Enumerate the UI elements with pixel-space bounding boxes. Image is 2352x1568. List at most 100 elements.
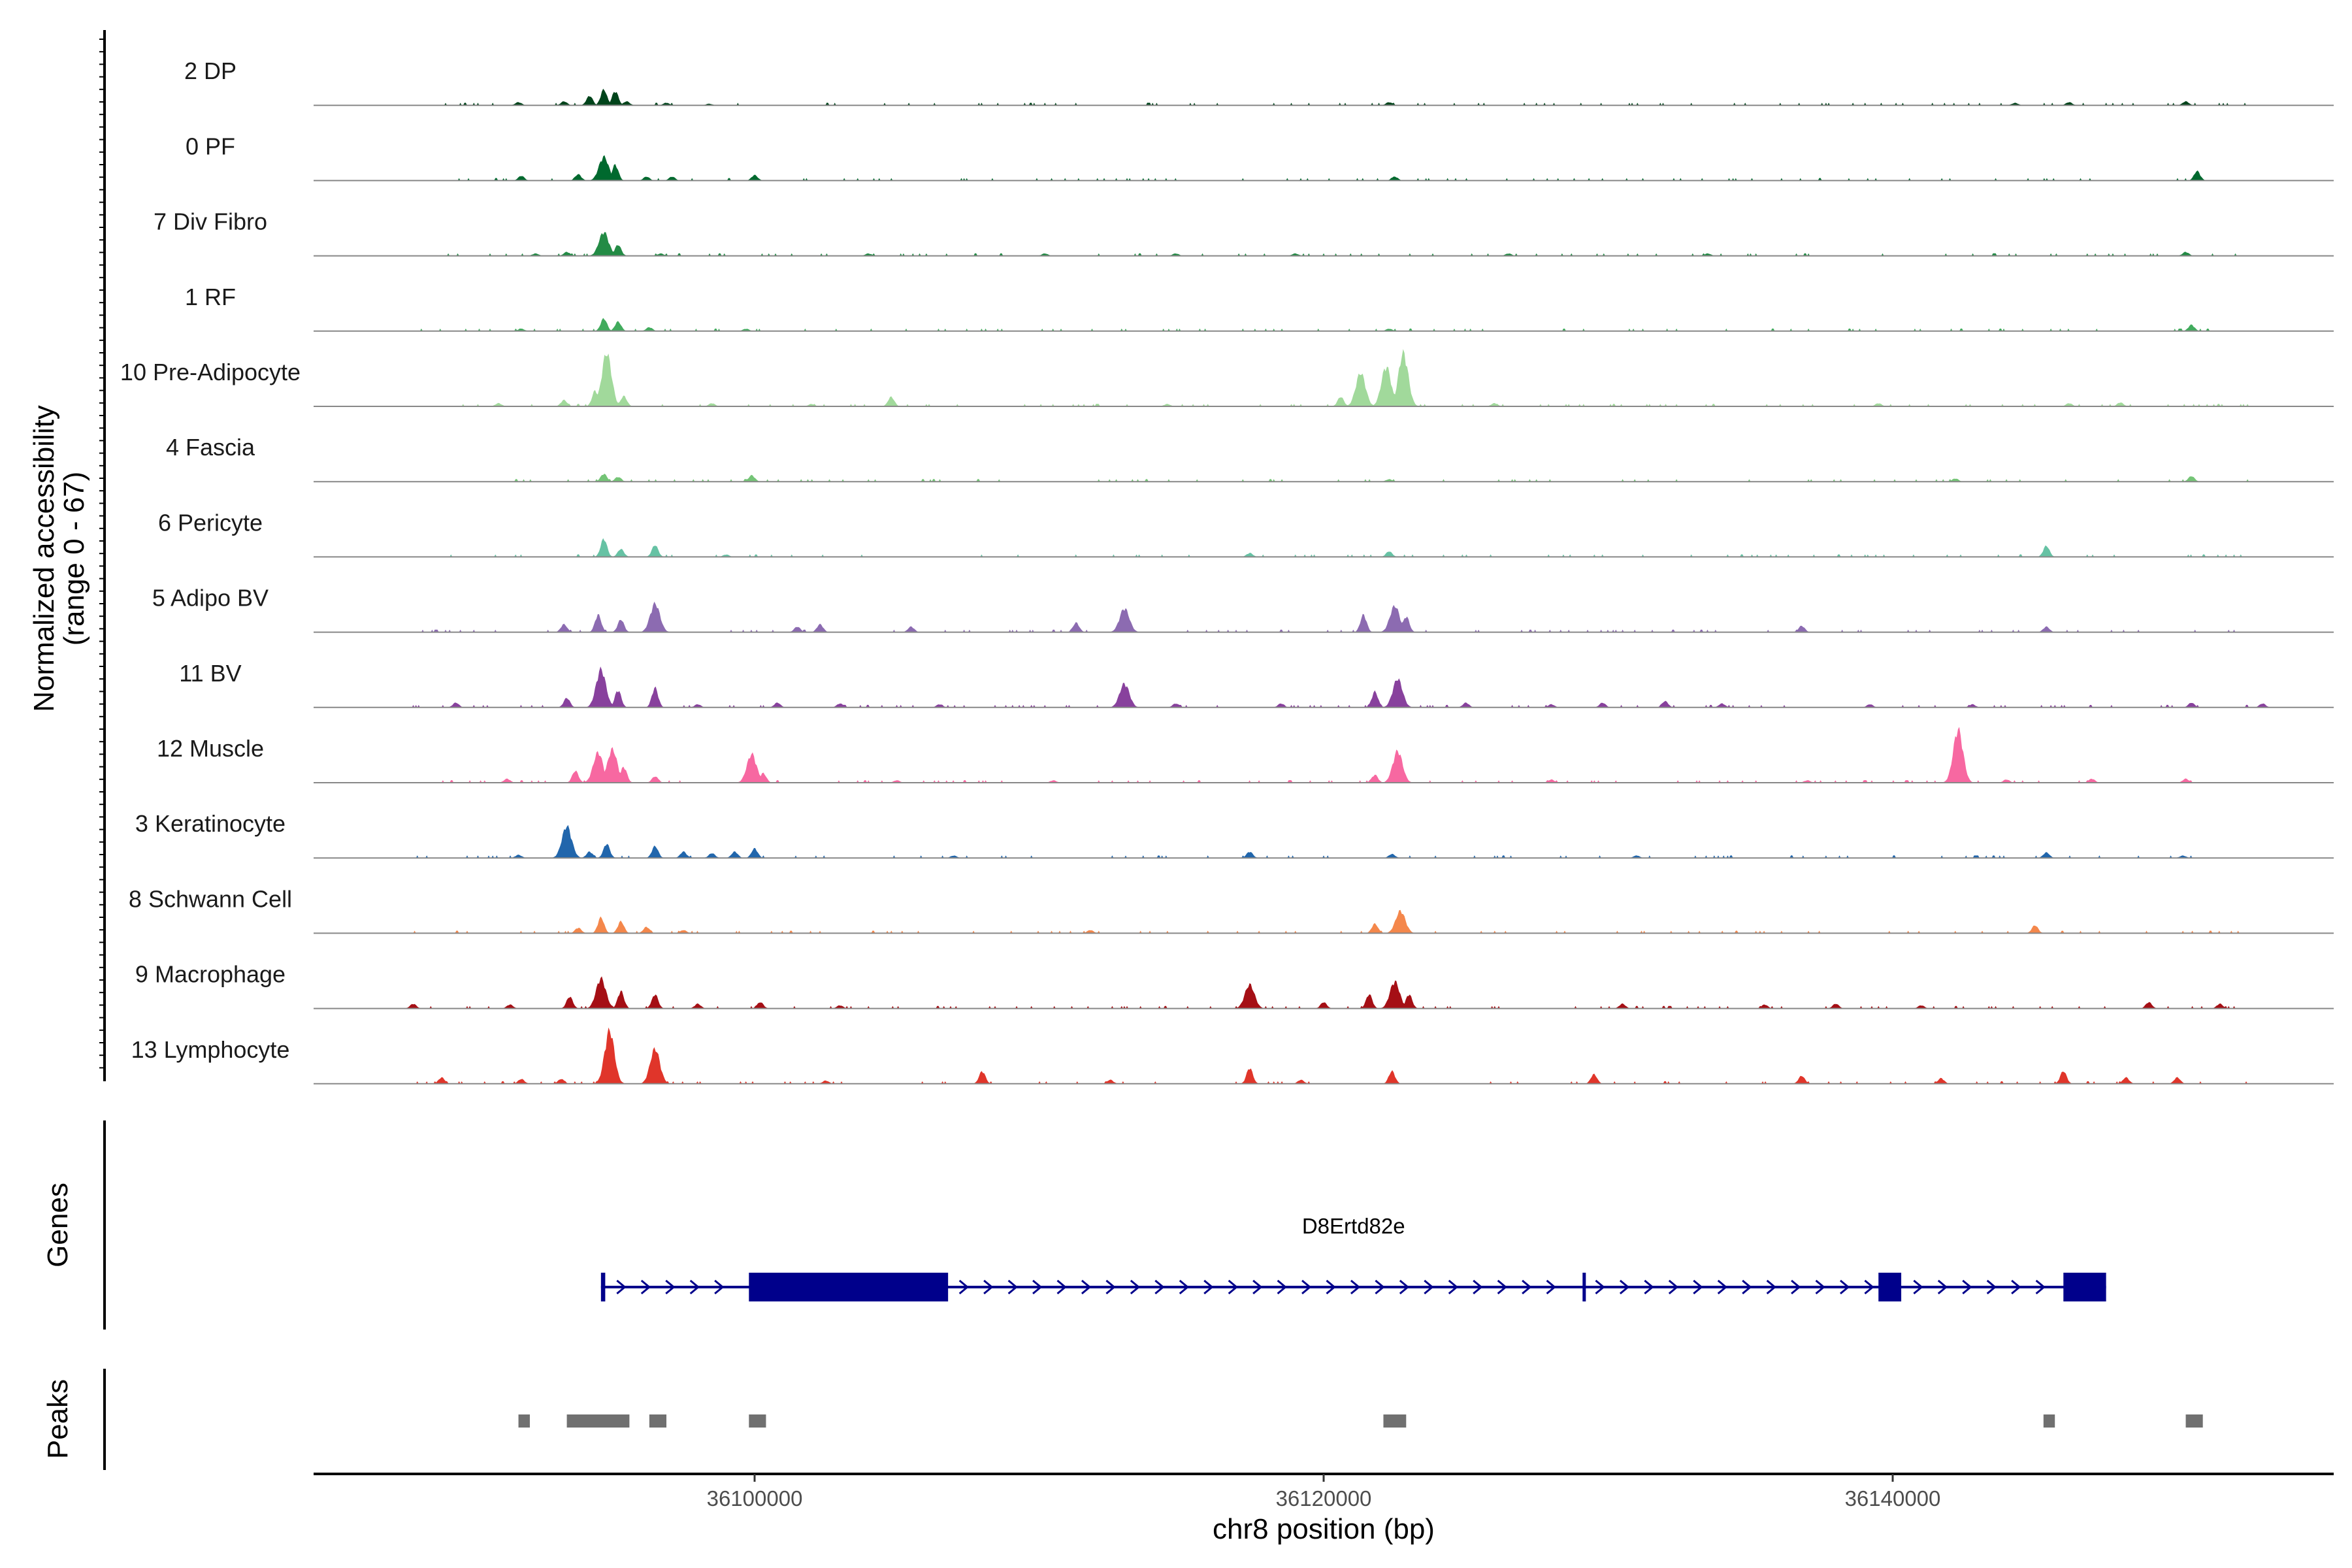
track-signal	[314, 1027, 2334, 1084]
strand-arrow-icon	[1179, 1279, 1190, 1295]
strand-arrow-icon	[1326, 1279, 1336, 1295]
strand-arrow-icon	[1448, 1279, 1459, 1295]
track-label: 6 Pericyte	[158, 509, 263, 536]
strand-arrow-icon	[1032, 1279, 1043, 1295]
strand-arrow-icon	[714, 1279, 725, 1295]
x-axis-tick-label: 36140000	[1845, 1486, 1941, 1511]
strand-arrow-icon	[1619, 1279, 1630, 1295]
strand-arrow-icon	[1937, 1279, 1948, 1295]
strand-arrow-icon	[1791, 1279, 1801, 1295]
peak-region	[1383, 1414, 1407, 1428]
strand-arrow-icon	[2011, 1279, 2021, 1295]
track-label: 5 Adipo BV	[152, 585, 269, 612]
track-label: 7 Div Fibro	[154, 208, 267, 235]
strand-arrow-icon	[1350, 1279, 1361, 1295]
peak-region	[566, 1414, 630, 1428]
track-signal	[314, 727, 2334, 783]
strand-arrow-icon	[1277, 1279, 1287, 1295]
strand-arrow-icon	[1815, 1279, 1825, 1295]
track-8-schwann-cell: 8 Schwann Cell	[129, 885, 2334, 934]
track-0-pf: 0 PF	[186, 133, 2334, 182]
strand-arrow-icon	[1962, 1279, 1972, 1295]
strand-arrow-icon	[1644, 1279, 1654, 1295]
strand-arrow-icon	[1154, 1279, 1165, 1295]
strand-arrow-icon	[616, 1279, 627, 1295]
genes-axis-title: Genes	[42, 1183, 74, 1267]
track-label: 3 Keratinocyte	[135, 810, 286, 837]
strand-arrow-icon	[958, 1279, 970, 1295]
strand-arrow-icon	[1081, 1279, 1092, 1295]
track-signal	[314, 825, 2334, 858]
gene-exon	[749, 1273, 949, 1301]
strand-arrow-icon	[2035, 1279, 2046, 1295]
track-signal	[314, 88, 2334, 106]
peaks-axis-title: Peaks	[42, 1379, 74, 1459]
gene-exon	[600, 1273, 606, 1301]
strand-arrow-icon	[1668, 1279, 1679, 1295]
track-signal	[314, 976, 2334, 1009]
strand-arrow-icon	[1105, 1279, 1116, 1295]
y-axis-title-line2: (range 0 - 67)	[58, 472, 90, 646]
track-signal	[314, 909, 2334, 934]
gene-exon	[1582, 1273, 1586, 1301]
y-axis-title-line1: Normalized accessibility	[28, 405, 60, 711]
gene-exon	[1878, 1273, 1902, 1301]
strand-arrow-icon	[1473, 1279, 1483, 1295]
strand-arrow-icon	[1546, 1279, 1556, 1295]
strand-arrow-icon	[1913, 1279, 1923, 1295]
strand-arrow-icon	[1497, 1279, 1507, 1295]
gene-exon	[2063, 1273, 2106, 1301]
track-signal	[314, 232, 2334, 256]
x-axis-tick-label: 36100000	[707, 1486, 803, 1511]
peak-region	[749, 1414, 766, 1428]
track-11-bv: 11 BV	[179, 660, 2334, 708]
strand-arrow-icon	[1717, 1279, 1728, 1295]
track-signal	[314, 474, 2334, 482]
strand-arrow-icon	[1130, 1279, 1141, 1295]
track-2-dp: 2 DP	[184, 57, 2334, 106]
strand-arrow-icon	[640, 1279, 651, 1295]
track-signal	[314, 318, 2334, 331]
track-6-pericyte: 6 Pericyte	[158, 509, 2334, 558]
peak-region	[2185, 1414, 2203, 1428]
strand-arrow-icon	[1839, 1279, 1850, 1295]
strand-arrow-icon	[1399, 1279, 1410, 1295]
gene-track: D8Ertd82e	[600, 1214, 2106, 1301]
peak-track	[518, 1414, 2203, 1428]
track-7-div-fibro: 7 Div Fibro	[154, 208, 2334, 257]
strand-arrow-icon	[1986, 1279, 1997, 1295]
peak-region	[649, 1414, 667, 1428]
strand-arrow-icon	[1595, 1279, 1605, 1295]
strand-arrow-icon	[1252, 1279, 1263, 1295]
strand-arrow-icon	[1007, 1279, 1018, 1295]
track-5-adipo-bv: 5 Adipo BV	[152, 585, 2334, 633]
track-9-macrophage: 9 Macrophage	[135, 961, 2334, 1009]
track-signal	[314, 601, 2334, 632]
strand-arrow-icon	[1228, 1279, 1238, 1295]
track-label: 0 PF	[186, 133, 235, 159]
strand-arrow-icon	[1742, 1279, 1752, 1295]
strand-arrow-icon	[665, 1279, 676, 1295]
gene-name: D8Ertd82e	[1302, 1214, 1405, 1238]
strand-arrow-icon	[1424, 1279, 1434, 1295]
x-axis-title: chr8 position (bp)	[1213, 1513, 1435, 1545]
strand-arrow-icon	[1203, 1279, 1214, 1295]
track-3-keratinocyte: 3 Keratinocyte	[135, 810, 2334, 859]
track-label: 2 DP	[184, 57, 237, 84]
strand-arrow-icon	[1301, 1279, 1312, 1295]
strand-arrow-icon	[1375, 1279, 1385, 1295]
track-signal	[314, 155, 2334, 181]
track-label: 10 Pre-Adipocyte	[120, 359, 301, 385]
track-4-fascia: 4 Fascia	[166, 434, 2334, 483]
track-10-pre-adipocyte: 10 Pre-Adipocyte	[120, 349, 2334, 407]
track-label: 12 Muscle	[157, 735, 264, 762]
x-axis-ticks: 36100000 36120000 36140000	[707, 1474, 1941, 1511]
strand-arrow-icon	[1864, 1279, 1874, 1295]
strand-arrow-icon	[1766, 1279, 1776, 1295]
track-label: 4 Fascia	[166, 434, 255, 461]
strand-arrow-icon	[1522, 1279, 1532, 1295]
track-signal	[314, 538, 2334, 557]
peak-region	[2043, 1414, 2055, 1428]
track-1-rf: 1 RF	[185, 284, 2334, 332]
